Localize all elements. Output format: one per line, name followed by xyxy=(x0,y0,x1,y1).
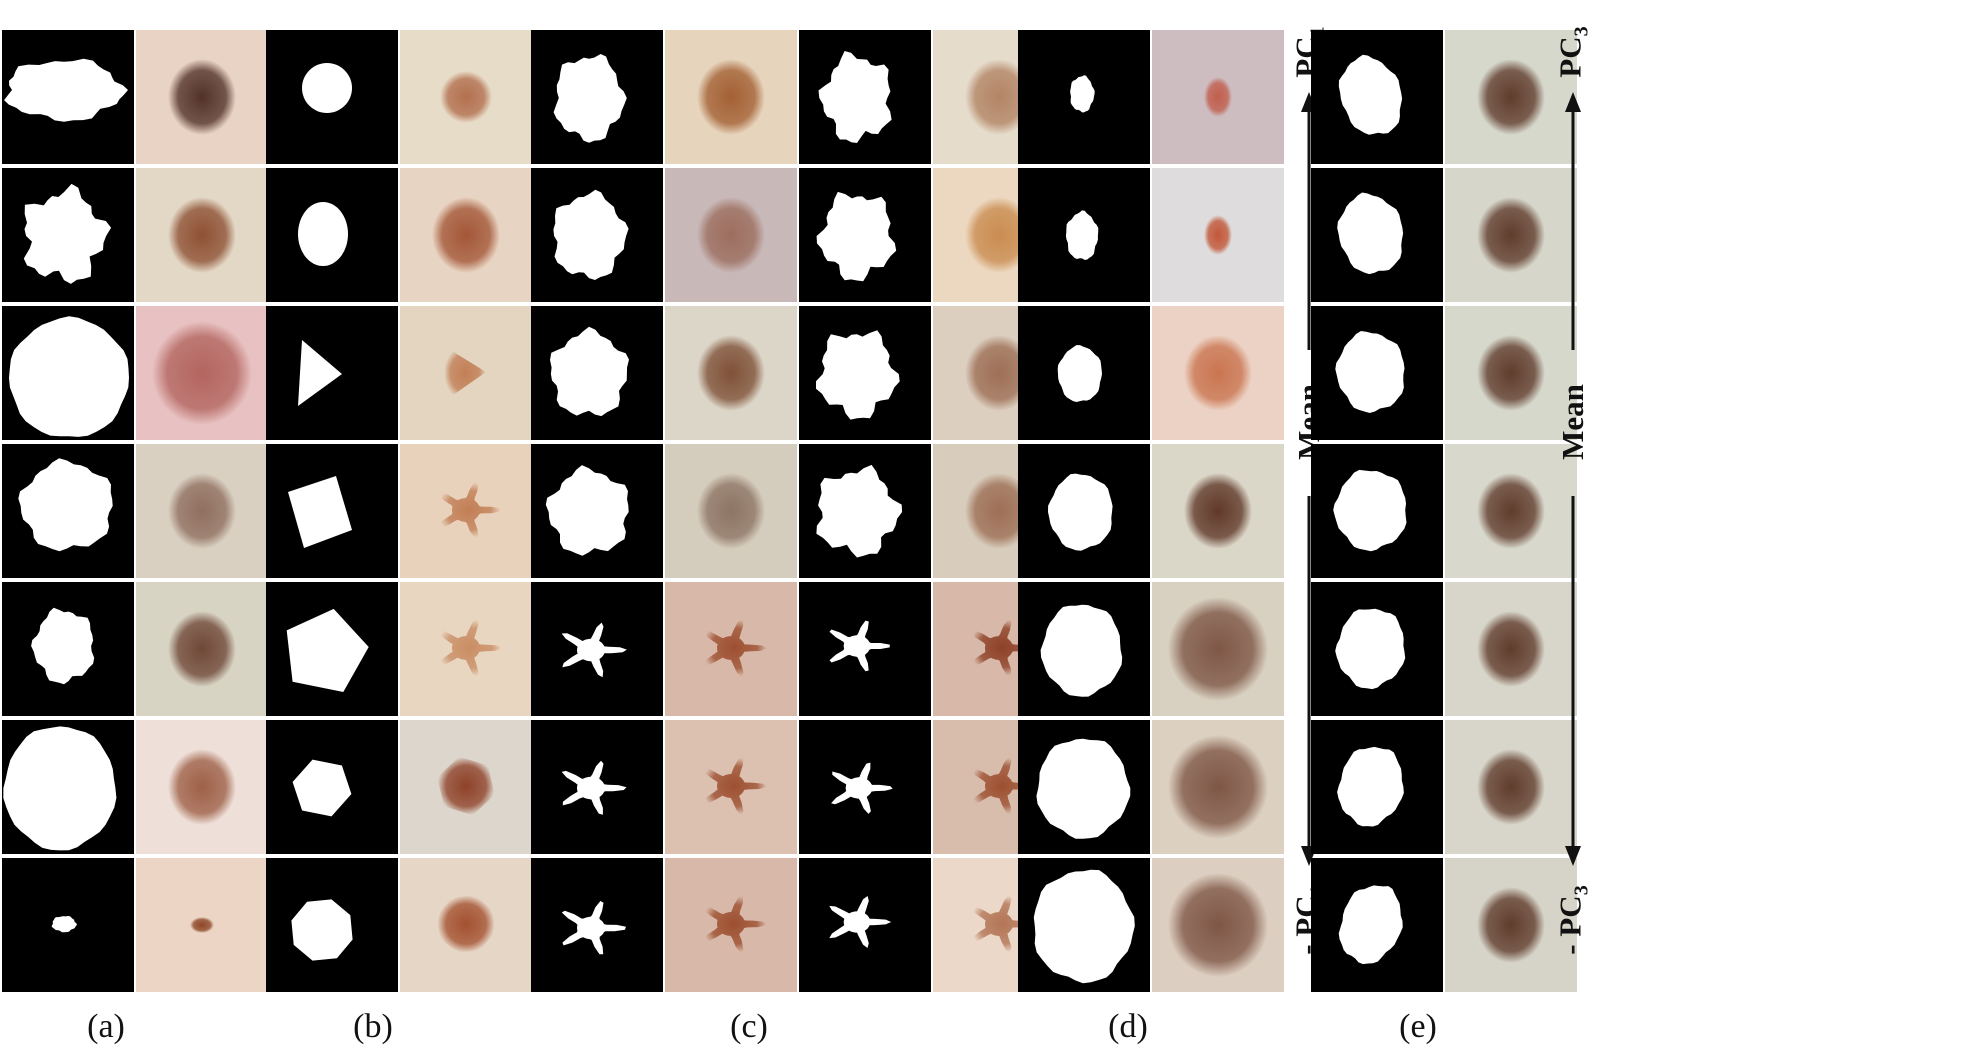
mask-tile xyxy=(1018,720,1150,854)
mask-tile xyxy=(799,720,931,854)
pc-axis-arrow-icon xyxy=(1565,92,1581,866)
lesion-tile xyxy=(665,582,797,716)
lesion-tile xyxy=(136,582,268,716)
mask-tile xyxy=(2,30,134,164)
lesion-tile xyxy=(665,30,797,164)
lesion-tile xyxy=(1152,444,1284,578)
lesion-tile xyxy=(665,306,797,440)
mask-tile xyxy=(1311,720,1443,854)
panel-caption: (e) xyxy=(1399,1008,1437,1045)
mask-tile xyxy=(1018,168,1150,302)
mask-tile xyxy=(266,306,398,440)
mask-tile xyxy=(1018,858,1150,992)
mask-tile xyxy=(1311,30,1443,164)
lesion-tile xyxy=(400,858,532,992)
lesion-tile xyxy=(1445,720,1577,854)
mask-tile xyxy=(2,720,134,854)
lesion-tile xyxy=(136,720,268,854)
mask-tile xyxy=(531,168,663,302)
mask-tile xyxy=(1311,306,1443,440)
lesion-tile xyxy=(665,444,797,578)
mask-tile xyxy=(266,582,398,716)
lesion-tile xyxy=(1152,582,1284,716)
mask-tile xyxy=(2,168,134,302)
mask-tile xyxy=(1018,444,1150,578)
mask-tile xyxy=(1311,168,1443,302)
mask-tile xyxy=(1018,30,1150,164)
lesion-tile xyxy=(136,30,268,164)
panel-caption: (b) xyxy=(353,1008,393,1045)
lesion-tile xyxy=(1152,306,1284,440)
mask-tile xyxy=(531,444,663,578)
mask-tile xyxy=(531,720,663,854)
mask-tile xyxy=(2,582,134,716)
mask-tile xyxy=(531,30,663,164)
mask-tile xyxy=(266,30,398,164)
lesion-tile xyxy=(1152,168,1284,302)
lesion-tile xyxy=(136,168,268,302)
lesion-tile xyxy=(665,858,797,992)
lesion-tile xyxy=(136,858,268,992)
mask-tile xyxy=(1311,582,1443,716)
mask-tile xyxy=(2,306,134,440)
lesion-tile xyxy=(400,306,532,440)
pc-bottom-label: - PC3 xyxy=(1552,885,1593,955)
lesion-tile xyxy=(665,720,797,854)
mask-tile xyxy=(799,858,931,992)
mask-tile xyxy=(2,858,134,992)
lesion-tile xyxy=(1445,168,1577,302)
lesion-tile xyxy=(1152,720,1284,854)
mask-tile xyxy=(799,168,931,302)
lesion-tile xyxy=(400,582,532,716)
mask-tile xyxy=(799,444,931,578)
lesion-tile xyxy=(1445,582,1577,716)
lesion-tile xyxy=(400,720,532,854)
lesion-tile xyxy=(1445,30,1577,164)
lesion-tile xyxy=(1152,30,1284,164)
lesion-tile xyxy=(400,168,532,302)
mask-tile xyxy=(1018,306,1150,440)
mask-tile xyxy=(2,444,134,578)
mask-tile xyxy=(266,858,398,992)
mask-tile xyxy=(1311,858,1443,992)
panel-caption: (c) xyxy=(730,1008,768,1045)
mean-label: Mean xyxy=(1555,384,1590,460)
mask-tile xyxy=(799,30,931,164)
mask-tile xyxy=(799,306,931,440)
lesion-tile xyxy=(1445,858,1577,992)
lesion-tile xyxy=(1152,858,1284,992)
panel-caption: (d) xyxy=(1108,1008,1148,1045)
lesion-tile xyxy=(400,30,532,164)
mask-tile xyxy=(1311,444,1443,578)
mask-tile xyxy=(531,582,663,716)
mask-tile xyxy=(1018,582,1150,716)
mask-tile xyxy=(531,306,663,440)
lesion-tile xyxy=(1445,444,1577,578)
lesion-tile xyxy=(136,306,268,440)
pc-top-label: PC3 xyxy=(1552,26,1593,78)
lesion-tile xyxy=(665,168,797,302)
mask-tile xyxy=(266,720,398,854)
lesion-tile xyxy=(400,444,532,578)
mask-tile xyxy=(266,168,398,302)
lesion-tile xyxy=(136,444,268,578)
panel-caption: (a) xyxy=(87,1008,125,1045)
mask-tile xyxy=(531,858,663,992)
mask-tile xyxy=(799,582,931,716)
mask-tile xyxy=(266,444,398,578)
lesion-tile xyxy=(1445,306,1577,440)
pc-axis: PC3 Mean - PC3 xyxy=(1548,26,1598,976)
